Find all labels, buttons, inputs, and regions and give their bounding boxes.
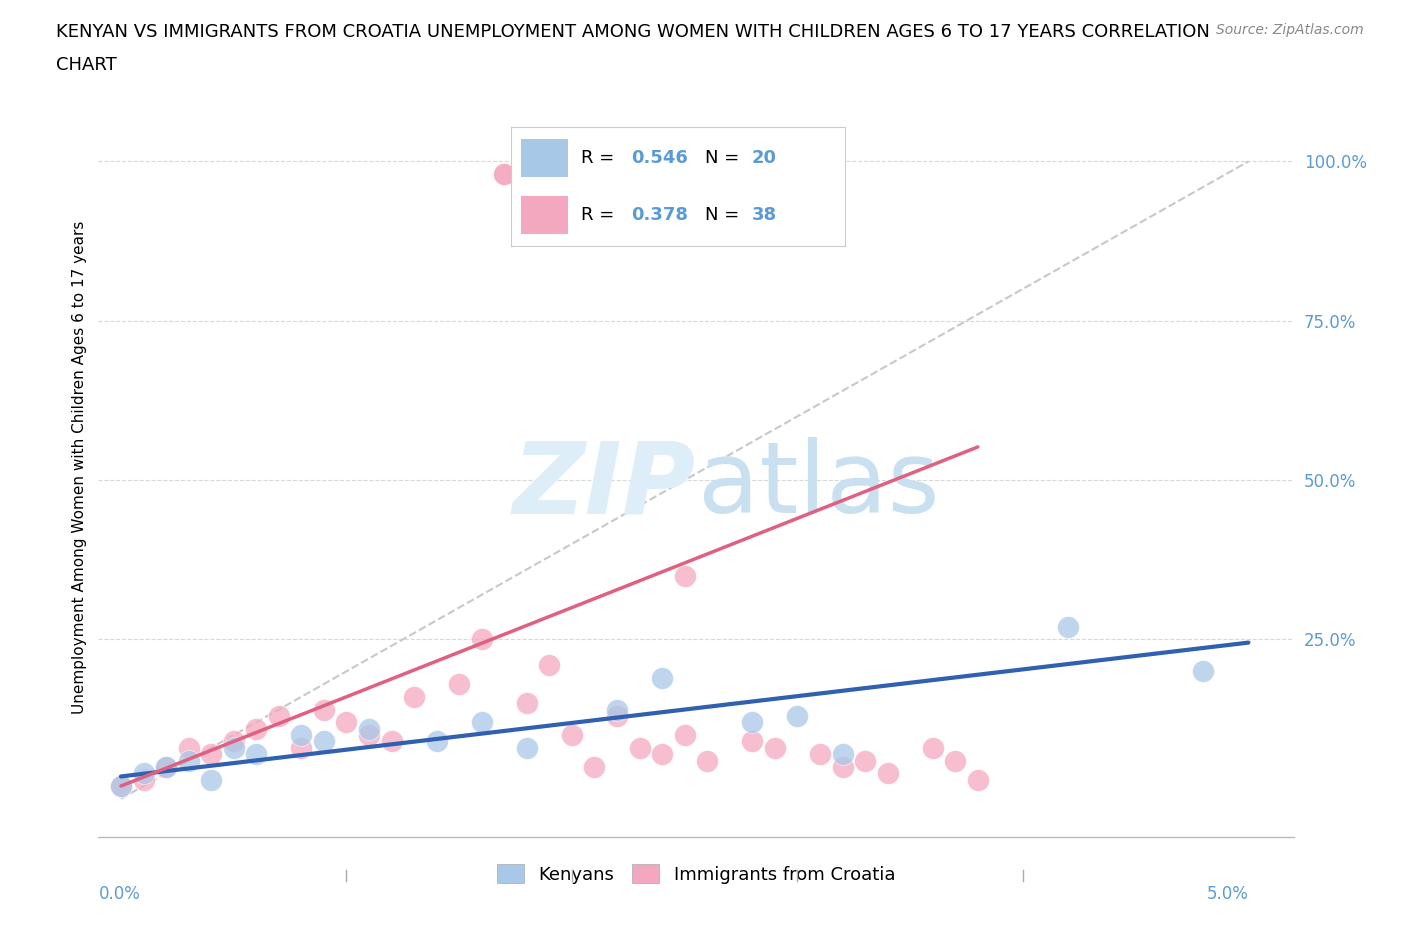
Text: 0.0%: 0.0% (98, 885, 141, 903)
Point (538, 658, 561, 672)
Point (404, 689, 426, 704)
Point (763, 740, 786, 755)
Point (516, 740, 538, 755)
Point (943, 753, 966, 768)
Point (357, 727, 380, 742)
Point (628, 740, 651, 755)
Point (606, 709, 628, 724)
Point (267, 709, 290, 724)
Point (312, 734, 335, 749)
Point (426, 734, 449, 749)
Point (245, 721, 267, 736)
Point (312, 702, 335, 717)
Point (538, 166, 561, 181)
Point (155, 760, 177, 775)
Point (110, 778, 132, 793)
Point (471, 715, 494, 730)
Point (177, 753, 200, 768)
Point (110, 778, 132, 793)
Point (357, 721, 380, 736)
Text: KENYAN VS IMMIGRANTS FROM CROATIA UNEMPLOYMENT AMONG WOMEN WITH CHILDREN AGES 6 : KENYAN VS IMMIGRANTS FROM CROATIA UNEMPL… (56, 23, 1211, 41)
Point (741, 715, 763, 730)
Point (516, 696, 538, 711)
Point (200, 747, 222, 762)
Point (449, 677, 471, 692)
Point (222, 740, 245, 755)
Point (606, 702, 628, 717)
Point (921, 740, 943, 755)
Text: Source: ZipAtlas.com: Source: ZipAtlas.com (1216, 23, 1364, 37)
Point (177, 740, 200, 755)
Point (696, 753, 718, 768)
Point (132, 772, 155, 787)
Point (471, 632, 494, 647)
Point (966, 772, 988, 787)
Point (561, 727, 583, 742)
Point (673, 568, 696, 583)
Point (290, 727, 312, 742)
Point (290, 740, 312, 755)
Point (831, 760, 853, 775)
Point (222, 734, 245, 749)
Text: ZIP: ZIP (513, 437, 696, 535)
Point (673, 727, 696, 742)
Y-axis label: Unemployment Among Women with Children Ages 6 to 17 years: Unemployment Among Women with Children A… (72, 220, 87, 714)
Point (1057, 619, 1080, 634)
Point (853, 753, 876, 768)
Point (380, 734, 402, 749)
Point (786, 709, 808, 724)
Point (583, 760, 606, 775)
Point (651, 747, 673, 762)
Point (494, 166, 516, 181)
Point (741, 734, 763, 749)
Text: CHART: CHART (56, 56, 117, 73)
Legend: Kenyans, Immigrants from Croatia: Kenyans, Immigrants from Croatia (489, 857, 903, 891)
Point (155, 760, 177, 775)
Point (831, 747, 853, 762)
Point (132, 765, 155, 780)
Point (494, 166, 516, 181)
Point (808, 747, 831, 762)
Point (876, 765, 898, 780)
Point (1192, 664, 1215, 679)
Point (335, 715, 357, 730)
Point (200, 772, 222, 787)
Text: atlas: atlas (699, 437, 941, 535)
Point (651, 671, 673, 685)
Point (245, 747, 267, 762)
Text: 5.0%: 5.0% (1206, 885, 1249, 903)
